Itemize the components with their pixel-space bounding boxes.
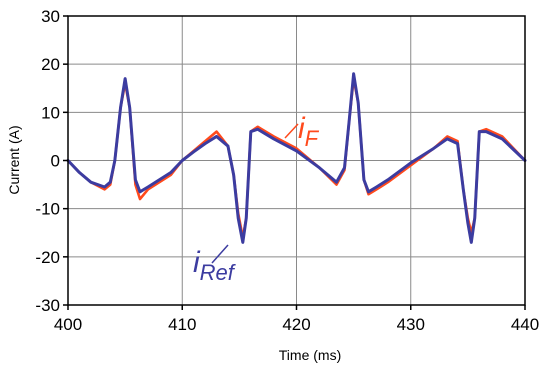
- tick-labels: 400 410 420 430 440 30 20 10 0 -10 -20 -30: [35, 7, 539, 334]
- annotation-iref-sub: Ref: [200, 260, 237, 285]
- annotation-iref: iRef: [193, 244, 237, 285]
- y-tick-label: -30: [35, 296, 60, 315]
- annotation-if-main: i: [298, 112, 306, 145]
- y-axis-label: Current (A): [6, 125, 22, 194]
- annotation-iref-label: iRef: [193, 246, 237, 285]
- y-tick-label: -10: [35, 200, 60, 219]
- grid: [68, 16, 525, 305]
- annotation-if-sub: F: [305, 126, 320, 151]
- y-tick-label: 20: [41, 55, 60, 74]
- x-tick-label: 400: [54, 315, 82, 334]
- annotation-iref-leader: [211, 244, 229, 264]
- annotation-if: iF: [284, 112, 320, 151]
- x-axis-label: Time (ms): [279, 347, 341, 363]
- annotation-if-label: iF: [298, 112, 320, 151]
- series-group: [66, 72, 527, 244]
- x-tick-label: 410: [168, 315, 196, 334]
- y-tick-label: 10: [41, 103, 60, 122]
- series-line-iref: [66, 72, 527, 244]
- y-tick-label: 30: [41, 7, 60, 26]
- y-tick-label: 0: [51, 152, 60, 171]
- x-tick-label: 440: [511, 315, 539, 334]
- x-tick-label: 430: [397, 315, 425, 334]
- y-tick-label: -20: [35, 248, 60, 267]
- x-tick-label: 420: [282, 315, 310, 334]
- annotation-iref-main: i: [193, 246, 201, 279]
- annotation-if-leader: [284, 123, 299, 139]
